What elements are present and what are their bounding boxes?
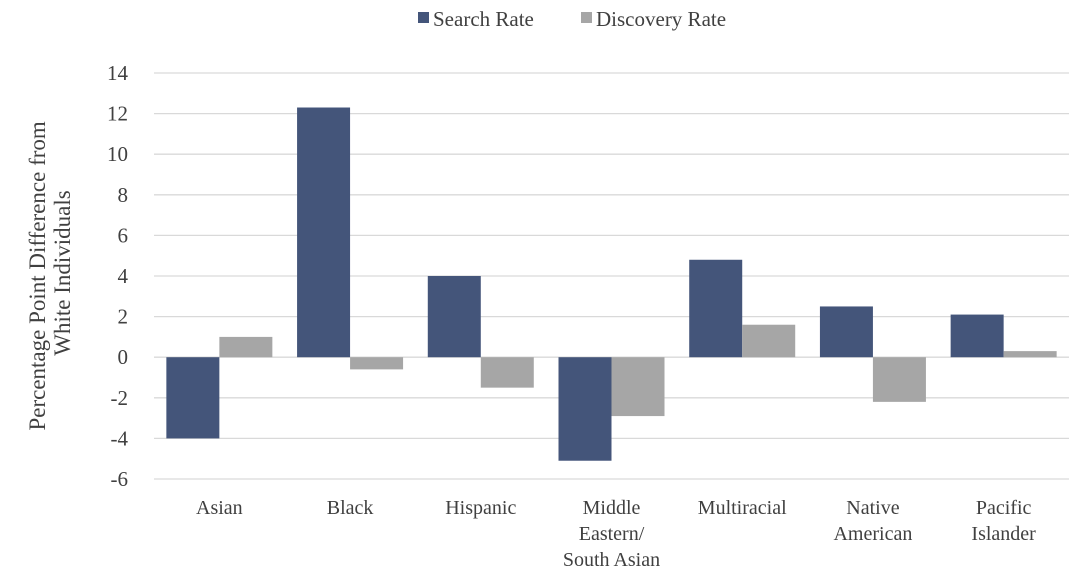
bar-search-rate xyxy=(689,259,743,358)
category-label: Hispanic xyxy=(445,497,516,519)
y-tick-label: 8 xyxy=(118,183,129,207)
bar-search-rate xyxy=(819,306,873,358)
legend-swatch xyxy=(581,12,592,23)
bar-discovery-rate xyxy=(219,336,273,358)
bar-discovery-rate xyxy=(611,357,665,417)
category-label-line: Asian xyxy=(196,497,243,519)
category-label: Multiracial xyxy=(698,497,787,519)
category-label-line: Eastern/ xyxy=(579,523,645,545)
category-label-line: American xyxy=(833,523,912,545)
y-tick-label: 4 xyxy=(118,264,129,288)
bar-discovery-rate xyxy=(350,357,404,370)
bar-discovery-rate xyxy=(480,357,534,388)
legend: Search Rate Discovery Rate xyxy=(418,7,726,31)
bar-discovery-rate xyxy=(742,324,796,358)
category-labels: Asian Black Hispanic Middle Eastern/South As… xyxy=(196,497,1036,571)
y-tick-label: 10 xyxy=(107,142,128,166)
y-axis-label-line-2: White Individuals xyxy=(50,190,75,355)
bar-search-rate xyxy=(297,107,351,358)
y-tick-label: 14 xyxy=(107,61,129,85)
legend-swatch xyxy=(418,12,429,23)
category-label-line: Black xyxy=(327,497,374,519)
category-label-line: Native xyxy=(846,497,899,519)
y-tick-label: 12 xyxy=(107,102,128,126)
y-tick-labels: -6 -4 -2 0 2 4 6 8 10 12 14 xyxy=(107,61,129,491)
category-label-line: Hispanic xyxy=(445,497,516,519)
category-label-line: South Asian xyxy=(563,549,660,571)
category-label: Middle Eastern/South Asian xyxy=(563,497,660,571)
bar-search-rate xyxy=(166,357,220,439)
y-axis-label: Percentage Point Difference from White I… xyxy=(25,115,75,430)
category-label: Black xyxy=(327,497,374,519)
y-tick-label: 2 xyxy=(118,305,129,329)
bars xyxy=(166,107,1057,461)
category-label-line: Multiracial xyxy=(698,497,787,519)
bar-discovery-rate xyxy=(872,357,926,402)
legend-label: Search Rate xyxy=(433,7,534,31)
y-tick-label: -4 xyxy=(111,426,129,450)
category-label-line: Islander xyxy=(971,523,1036,545)
category-label-line: Pacific xyxy=(976,497,1032,519)
y-tick-label: 0 xyxy=(118,345,129,369)
bar-search-rate xyxy=(950,314,1004,358)
category-label: Native American xyxy=(833,497,912,545)
bar-discovery-rate xyxy=(1003,351,1057,358)
legend-label: Discovery Rate xyxy=(596,7,726,31)
y-axis-label-line-1: Percentage Point Difference from xyxy=(25,121,50,430)
category-label: Asian xyxy=(196,497,243,519)
bar-search-rate xyxy=(558,357,612,461)
y-tick-label: -2 xyxy=(111,386,129,410)
category-label-line: Middle xyxy=(583,497,641,519)
category-label: Pacific Islander xyxy=(971,497,1036,545)
y-tick-label: -6 xyxy=(111,467,129,491)
y-tick-label: 6 xyxy=(118,223,129,247)
bar-search-rate xyxy=(427,276,481,358)
